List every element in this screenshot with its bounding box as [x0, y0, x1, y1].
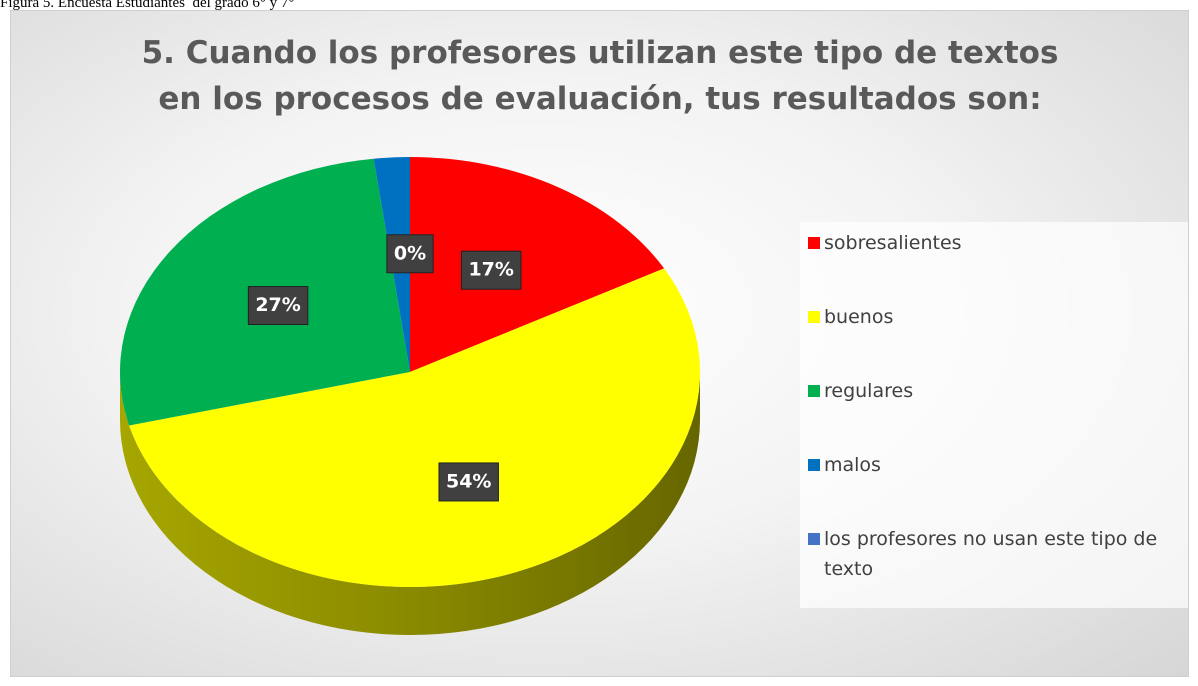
legend: sobresalientes buenos regulares malos los pr… [800, 222, 1188, 608]
legend-item: regulares [808, 376, 1188, 450]
value-label-group: 17% [460, 250, 522, 290]
legend-swatch [808, 459, 820, 471]
value-label-group: 54% [438, 462, 499, 502]
chart-title: 5. Cuando los profesores utilizan este t… [141, 35, 1059, 117]
value-label-box [438, 462, 499, 502]
value-label: 27% [255, 294, 300, 316]
legend-swatch [808, 533, 820, 545]
legend-item: sobresalientes [808, 228, 1188, 302]
legend-label: regulares [824, 380, 914, 402]
value-label-box [386, 234, 434, 274]
value-label: 17% [468, 259, 513, 281]
value-label-group: 27% [247, 286, 309, 326]
pie-slice [129, 268, 701, 588]
pie-slice [410, 157, 665, 372]
value-label-group: 0% [386, 234, 434, 274]
legend-item: los profesores no usan este tipo de text… [808, 524, 1188, 598]
legend-swatch [808, 311, 820, 323]
value-label: 54% [446, 470, 491, 492]
legend-swatch [808, 237, 820, 249]
pie-side [120, 372, 700, 635]
value-label-box [460, 250, 522, 290]
legend-label: sobresalientes [824, 232, 962, 254]
legend-label: los profesores no usan este tipo de text… [824, 528, 1158, 580]
legend-label: malos [824, 454, 881, 476]
legend-label: buenos [824, 306, 894, 328]
caption: Figura 5. Encuesta Estudiantes del grado… [0, 0, 295, 11]
value-label-box [247, 286, 309, 326]
legend-swatch [808, 385, 820, 397]
legend-item: malos [808, 450, 1188, 524]
legend-item: buenos [808, 302, 1188, 376]
value-label: 0% [394, 242, 426, 264]
